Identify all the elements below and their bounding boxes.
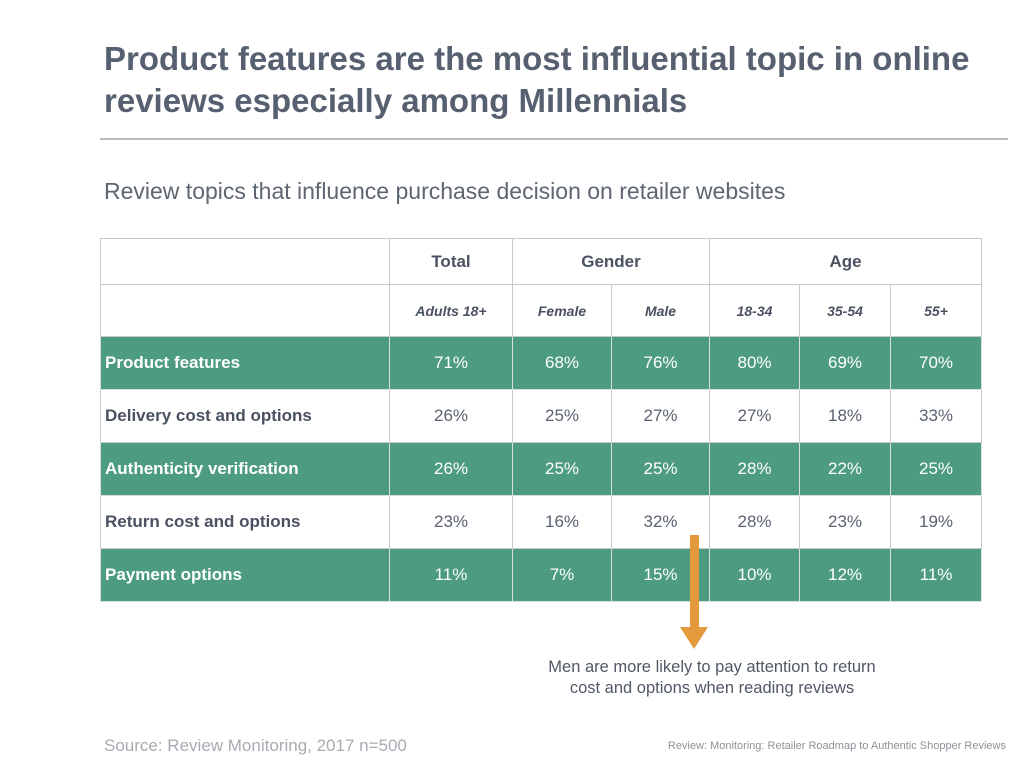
- subheader-corner-cell: [100, 284, 390, 337]
- table-cell: 71%: [389, 336, 513, 390]
- header-corner-cell: [100, 238, 390, 285]
- row-label: Payment options: [100, 548, 390, 602]
- table-cell: 68%: [512, 336, 612, 390]
- table-cell: 25%: [512, 389, 612, 443]
- table-cell: 27%: [709, 389, 800, 443]
- table-cell: 25%: [512, 442, 612, 496]
- down-arrow-icon: [690, 535, 699, 628]
- table-cell: 7%: [512, 548, 612, 602]
- row-label: Return cost and options: [100, 495, 390, 549]
- table-cell: 25%: [889, 442, 983, 496]
- table-cell: 26%: [389, 442, 513, 496]
- callout-line-1: Men are more likely to pay attention to …: [548, 658, 876, 676]
- callout-line-2: cost and options when reading reviews: [569, 679, 855, 697]
- table-cell: 11%: [389, 548, 513, 602]
- table-cell: 22%: [799, 442, 891, 496]
- table-row: Payment options 11% 7% 15% 10% 12% 11%: [100, 548, 983, 602]
- table-cell: 28%: [709, 442, 800, 496]
- page-title: Product features are the most influentia…: [104, 40, 970, 119]
- subheader-adults: Adults 18+: [389, 284, 513, 337]
- title-divider: [100, 138, 1008, 140]
- table-cell: 27%: [611, 389, 710, 443]
- callout-note: Men are more likely to pay attention to …: [512, 657, 912, 699]
- table-cell: 76%: [611, 336, 710, 390]
- subheader-age-55-plus: 55+: [889, 284, 983, 337]
- row-label: Delivery cost and options: [100, 389, 390, 443]
- subheader-row: Adults 18+ Female Male 18-34 35-54 55+: [100, 284, 983, 337]
- data-table: Total Gender Age Adults 18+ Female Male …: [100, 238, 983, 602]
- table-cell: 10%: [709, 548, 800, 602]
- subheader-female: Female: [512, 284, 612, 337]
- table-row: Authenticity verification 26% 25% 25% 28…: [100, 442, 983, 496]
- source-note: Source: Review Monitoring, 2017 n=500: [104, 736, 407, 755]
- table-cell: 69%: [799, 336, 891, 390]
- header-total: Total: [389, 238, 513, 285]
- header-age: Age: [708, 238, 983, 285]
- page-subtitle: Review topics that influence purchase de…: [104, 178, 786, 204]
- table-row: Delivery cost and options 26% 25% 27% 27…: [100, 389, 983, 443]
- row-label: Authenticity verification: [100, 442, 390, 496]
- table-cell: 33%: [889, 389, 983, 443]
- subheader-age-18-34: 18-34: [709, 284, 800, 337]
- subheader-male: Male: [611, 284, 710, 337]
- row-label: Product features: [100, 336, 390, 390]
- table-cell: 80%: [709, 336, 800, 390]
- arrow-head-icon: [680, 627, 708, 649]
- subheader-age-35-54: 35-54: [799, 284, 891, 337]
- table-cell: 18%: [799, 389, 891, 443]
- header-gender: Gender: [512, 238, 710, 285]
- table-cell: 12%: [799, 548, 891, 602]
- table-row: Return cost and options 23% 16% 32% 28% …: [100, 495, 983, 549]
- table-cell: 16%: [512, 495, 612, 549]
- table-cell: 70%: [889, 336, 983, 390]
- table-row: Product features 71% 68% 76% 80% 69% 70%: [100, 336, 983, 390]
- group-header-row: Total Gender Age: [100, 238, 983, 285]
- table-cell: 23%: [389, 495, 513, 549]
- table-cell: 23%: [799, 495, 891, 549]
- reference-note: Review: Monitoring: Retailer Roadmap to …: [667, 740, 1006, 752]
- table-cell: 26%: [389, 389, 513, 443]
- table-cell: 28%: [709, 495, 800, 549]
- table-cell: 19%: [889, 495, 983, 549]
- table-cell: 11%: [889, 548, 983, 602]
- table-cell: 25%: [611, 442, 710, 496]
